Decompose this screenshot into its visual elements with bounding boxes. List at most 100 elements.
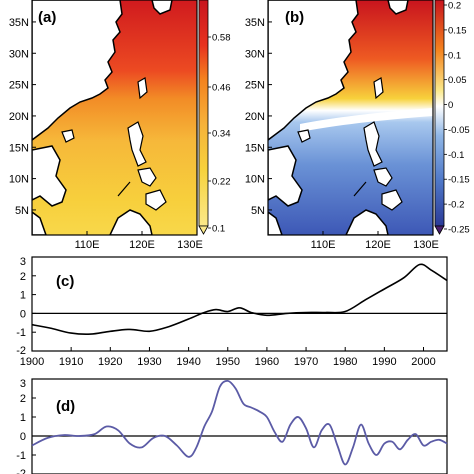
colorbar-tick-label: 0 bbox=[448, 100, 453, 111]
panel-b-colorbar-tip bbox=[434, 225, 445, 235]
y-tick-label: 5N bbox=[251, 205, 265, 217]
colorbar-tick-label: 0.58 bbox=[212, 33, 231, 44]
panel-b-island-luzon bbox=[363, 121, 383, 167]
panel-c: (c) 3 2 1 0 -1 -2 1900 1910 1920 1930 1940 1950 196… bbox=[16, 256, 448, 368]
colorbar-tick-label: 0.1 bbox=[448, 50, 461, 61]
panel-a-x-ticks: 110E 120E 130E bbox=[75, 231, 203, 251]
panel-b-x-ticks: 110E 120E 130E bbox=[311, 231, 439, 251]
y-tick-label: 10N bbox=[245, 174, 265, 186]
panel-a-colorbar: 0.58 0.46 0.34 0.22 0.1 bbox=[198, 0, 231, 235]
colorbar-tick-label: 0.22 bbox=[212, 177, 231, 188]
y-tick-label: 15N bbox=[245, 142, 265, 154]
y-tick-label: 35N bbox=[245, 17, 265, 29]
panel-a-y-ticks: 35N 30N 25N 20N 15N 10N 5N bbox=[9, 17, 36, 217]
panel-d: (d) 3 2 1 0 -1 -2 bbox=[16, 378, 448, 474]
panel-a-land-indochina bbox=[32, 145, 67, 207]
y-tick-label: 25N bbox=[9, 80, 29, 92]
panel-a-label: (a) bbox=[38, 9, 56, 26]
x-tick-label: 2000 bbox=[411, 356, 435, 368]
y-tick-label: -2 bbox=[16, 345, 26, 357]
panel-b-island-hainan bbox=[297, 129, 311, 143]
x-tick-label: 1920 bbox=[98, 356, 122, 368]
panel-b-land-borneo bbox=[345, 209, 389, 235]
y-tick-label: 2 bbox=[20, 393, 26, 405]
panel-a-colorbar-bar bbox=[198, 0, 209, 227]
panel-a-island-taiwan bbox=[137, 77, 148, 100]
colorbar-tick-label: -0.15 bbox=[448, 175, 470, 186]
y-tick-label: -2 bbox=[16, 468, 26, 474]
panel-c-series-line bbox=[31, 263, 448, 336]
panel-b-colorbar: 0.2 0.15 0.1 0.05 0 -0.05 -0.1 -0.15 -0.2 -0.25 bbox=[434, 0, 470, 236]
panel-a-colorbar-ticks: 0.58 0.46 0.34 0.22 0.1 bbox=[208, 33, 231, 235]
y-tick-label: -1 bbox=[16, 327, 26, 339]
colorbar-tick-label: 0.46 bbox=[212, 83, 231, 94]
y-tick-label: 30N bbox=[9, 48, 29, 60]
panel-a-island-hainan bbox=[61, 129, 75, 143]
x-tick-label: 1980 bbox=[333, 356, 357, 368]
colorbar-tick-label: 0.1 bbox=[212, 224, 225, 235]
y-tick-label: 25N bbox=[245, 80, 265, 92]
panel-c-label: (c) bbox=[56, 273, 74, 290]
y-tick-label: 10N bbox=[9, 174, 29, 186]
x-tick-label: 1950 bbox=[216, 356, 240, 368]
panel-a-frame bbox=[31, 0, 198, 236]
panel-a: (a) 35N 30N 25N 20N 15N 10N 5N 110E 120E 130E 0.… bbox=[9, 0, 231, 251]
panel-c-x-ticks: 1900 1910 1920 1930 1940 1950 1960 1970 1980 1990… bbox=[20, 347, 436, 368]
x-tick-label: 110E bbox=[75, 239, 100, 251]
y-tick-label: 30N bbox=[245, 48, 265, 60]
y-tick-label: 1 bbox=[20, 412, 26, 424]
x-tick-label: 110E bbox=[311, 239, 336, 251]
x-tick-label: 130E bbox=[413, 239, 439, 251]
y-tick-label: 3 bbox=[20, 378, 26, 390]
panel-b-frame bbox=[267, 0, 434, 236]
colorbar-tick-label: 0.15 bbox=[448, 25, 467, 36]
x-tick-label: 1940 bbox=[176, 356, 200, 368]
x-tick-label: 1960 bbox=[255, 356, 279, 368]
panel-b: (b) 35N 30N 25N 20N 15N 10N 5N 110E 120E 130E 0.… bbox=[245, 0, 470, 251]
y-tick-label: 3 bbox=[20, 256, 26, 268]
panel-b-island-mindanao bbox=[381, 189, 403, 211]
panel-b-island-visayas bbox=[373, 167, 393, 187]
x-tick-label: 1930 bbox=[137, 356, 161, 368]
panel-b-colorbar-bar bbox=[434, 0, 445, 227]
panel-b-label: (b) bbox=[285, 9, 304, 26]
panel-d-label: (d) bbox=[56, 398, 75, 415]
colorbar-tick-label: -0.1 bbox=[448, 150, 464, 161]
colorbar-tick-label: -0.2 bbox=[448, 200, 464, 211]
colorbar-tick-label: 0.34 bbox=[212, 129, 231, 140]
x-tick-label: 1990 bbox=[372, 356, 396, 368]
y-tick-label: 35N bbox=[9, 17, 29, 29]
colorbar-tick-label: -0.25 bbox=[448, 225, 470, 236]
panel-a-island-palawan bbox=[117, 181, 131, 197]
panel-a-colorbar-tip bbox=[198, 225, 209, 235]
y-tick-label: 1 bbox=[20, 290, 26, 302]
panel-c-y-ticks: 3 2 1 0 -1 -2 bbox=[16, 256, 36, 357]
y-tick-label: 20N bbox=[245, 111, 265, 123]
colorbar-tick-label: 0.2 bbox=[448, 1, 461, 12]
panel-a-land-korea bbox=[151, 0, 173, 15]
panel-a-island-visayas bbox=[137, 167, 157, 187]
panel-b-land-mainland bbox=[268, 0, 359, 141]
x-tick-label: 120E bbox=[129, 239, 155, 251]
panel-b-colorbar-ticks: 0.2 0.15 0.1 0.05 0 -0.05 -0.1 -0.15 -0.2 -0.25 bbox=[444, 1, 470, 236]
y-tick-label: 0 bbox=[20, 308, 26, 320]
y-tick-label: -1 bbox=[16, 450, 26, 462]
y-tick-label: 15N bbox=[9, 142, 29, 154]
panel-b-land-korea bbox=[387, 0, 409, 15]
panel-d-y-ticks: 3 2 1 0 -1 -2 bbox=[16, 378, 36, 474]
panel-b-land-peninsula bbox=[268, 211, 283, 235]
colorbar-tick-label: 0.05 bbox=[448, 75, 467, 86]
x-tick-label: 1900 bbox=[20, 356, 44, 368]
colorbar-tick-label: -0.05 bbox=[448, 125, 470, 136]
panel-a-island-mindanao bbox=[145, 189, 167, 211]
panel-c-frame bbox=[31, 256, 448, 352]
y-tick-label: 2 bbox=[20, 271, 26, 283]
panel-b-y-ticks: 35N 30N 25N 20N 15N 10N 5N bbox=[245, 17, 272, 217]
panel-d-series-line bbox=[31, 379, 448, 466]
y-tick-label: 20N bbox=[9, 111, 29, 123]
panel-a-land-mainland bbox=[32, 0, 123, 141]
panel-a-land-peninsula bbox=[32, 211, 47, 235]
x-tick-label: 120E bbox=[365, 239, 391, 251]
y-tick-label: 0 bbox=[20, 431, 26, 443]
x-tick-label: 1910 bbox=[59, 356, 83, 368]
